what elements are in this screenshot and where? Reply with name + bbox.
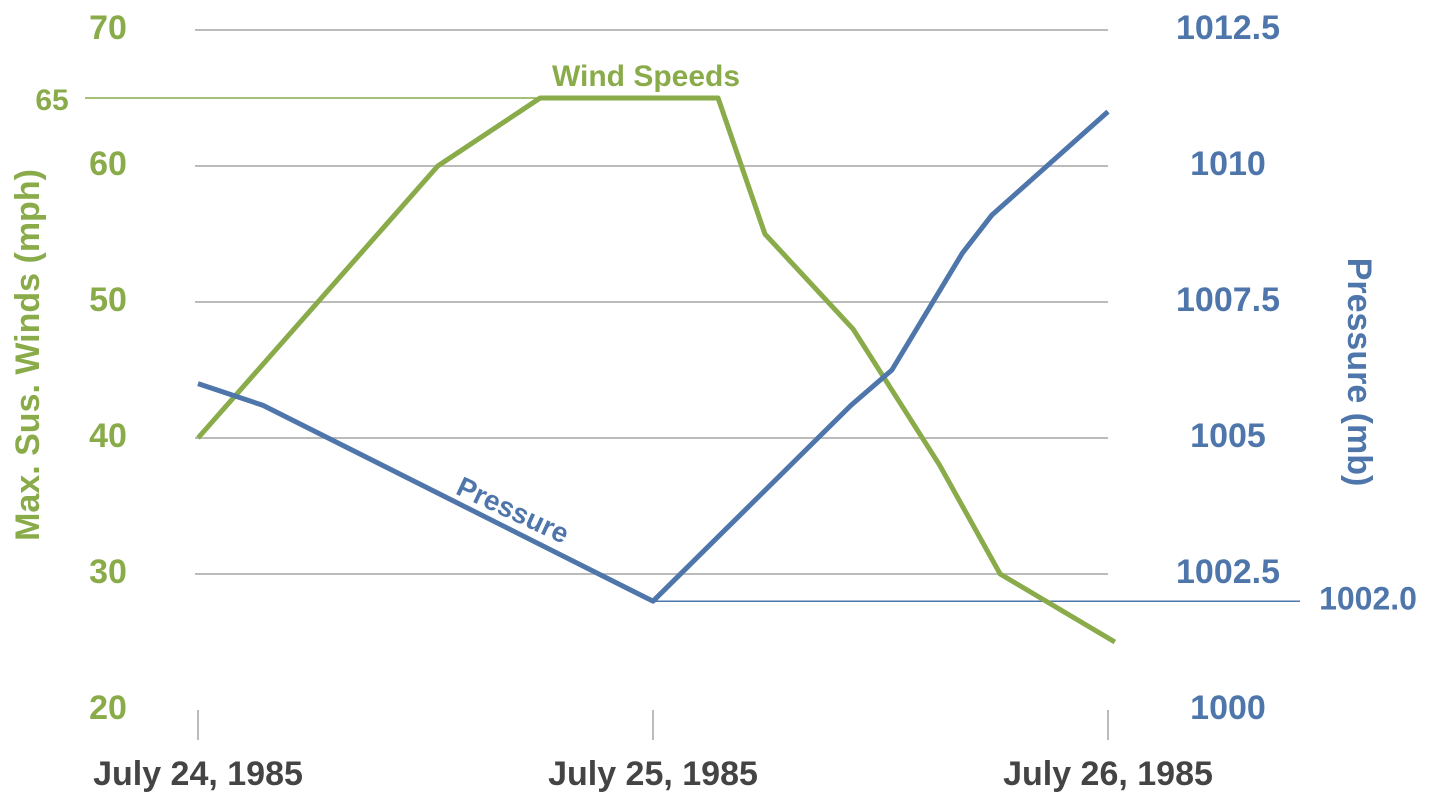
x-tick-label: July 26, 1985 bbox=[1003, 755, 1213, 793]
x-tick-label: July 25, 1985 bbox=[548, 755, 758, 793]
y2-tick-label: 1012.5 bbox=[1176, 9, 1280, 47]
series-label: Wind Speeds bbox=[552, 60, 740, 93]
y-tick-label: 30 bbox=[89, 553, 127, 591]
y-tick-label: 70 bbox=[89, 9, 127, 47]
y-tick-label: 60 bbox=[89, 145, 127, 183]
x-tick-label: July 24, 1985 bbox=[93, 755, 303, 793]
y-tick-label: 50 bbox=[89, 281, 127, 319]
y2-tick-label: 1007.5 bbox=[1176, 281, 1280, 319]
y2-tick-label: 1010 bbox=[1190, 145, 1266, 183]
series-line bbox=[196, 95, 1117, 645]
y-axis-title: Max. Sus. Winds (mph) bbox=[9, 169, 47, 541]
series-line bbox=[197, 109, 1110, 604]
y-tick-label: 40 bbox=[89, 417, 127, 455]
y2-axis-title: Pressure (mb) bbox=[1340, 258, 1378, 487]
y2-tick-label: 1000 bbox=[1190, 689, 1266, 727]
reference-label: 1002.0 bbox=[1319, 581, 1417, 617]
reference-label: 65 bbox=[35, 84, 68, 117]
y-tick-label: 20 bbox=[89, 689, 127, 727]
y2-tick-label: 1002.5 bbox=[1176, 553, 1280, 591]
y2-tick-label: 1005 bbox=[1190, 417, 1266, 455]
